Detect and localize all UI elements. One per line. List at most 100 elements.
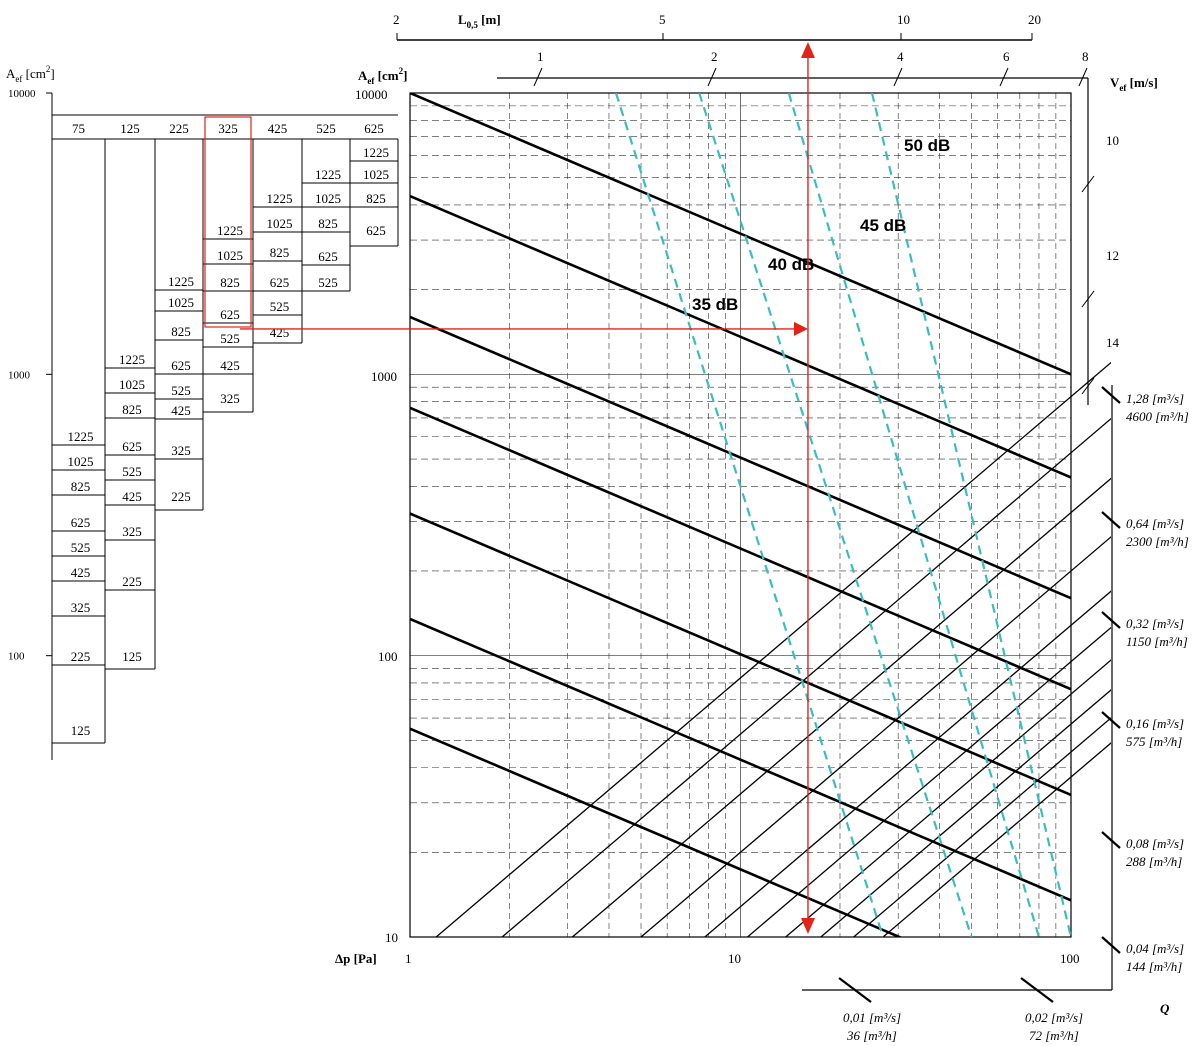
velocity-line — [785, 659, 1111, 937]
table-cell: 1225 — [119, 352, 145, 367]
sizing-table: 10000 1000 100 Aef [cm2] 75 125 225 325 425 525 62… — [6, 64, 399, 760]
velocity-tick — [1078, 67, 1088, 87]
table-cell: 1025 — [267, 216, 293, 231]
flow-line — [410, 512, 1072, 797]
table-cell: 1225 — [68, 429, 94, 444]
flow-axis-title: Q — [1160, 1001, 1170, 1016]
flow-tick — [1101, 711, 1121, 729]
chart-grid — [409, 92, 1072, 938]
flow-label-m3s: 0,01 [m³/s] — [843, 1010, 901, 1025]
noise-level-line — [698, 93, 973, 937]
table-cell: 1025 — [315, 191, 341, 206]
flow-tick — [1101, 611, 1121, 629]
flow-label-m3s: 0,16 [m³/s] — [1126, 716, 1184, 731]
noise-label: 50 dB — [904, 136, 950, 155]
table-cell: 1025 — [217, 248, 243, 263]
velocity-tick-label: 10 — [1106, 133, 1119, 148]
top-tick-label: 10 — [897, 12, 910, 27]
velocity-line — [747, 626, 1111, 937]
table-cell: 1025 — [68, 454, 94, 469]
flow-label-m3h: 36 [m³/h] — [846, 1028, 897, 1043]
table-cell: 1025 — [363, 167, 389, 182]
table-cell: 825 — [366, 191, 386, 206]
table-header-cell: 75 — [72, 121, 85, 136]
velocity-tick-label: 4 — [897, 49, 904, 64]
velocity-line — [571, 477, 1111, 937]
table-cell: 425 — [71, 565, 91, 580]
top-tick-label: 20 — [1028, 12, 1041, 27]
velocity-tick — [893, 67, 903, 87]
flow-line — [410, 93, 1072, 376]
velocity-tick-label: 1 — [537, 49, 544, 64]
velocity-tick — [1081, 377, 1095, 395]
table-cell: 525 — [171, 383, 191, 398]
flow-label-m3h: 4600 [m³/h] — [1126, 409, 1189, 424]
table-axis-label: 10000 — [8, 88, 36, 100]
flow-label-m3h: 72 [m³/h] — [1029, 1028, 1079, 1043]
table-cell: 1225 — [217, 223, 243, 238]
velocity-line — [853, 717, 1111, 937]
flow-label-m3s: 0,64 [m³/s] — [1126, 516, 1184, 531]
flow-tick — [838, 977, 872, 1003]
velocity-line — [704, 590, 1111, 937]
flow-line — [410, 406, 1072, 691]
velocity-line — [435, 361, 1111, 937]
table-cell: 325 — [122, 524, 142, 539]
flow-label-m3s: 0,08 [m³/s] — [1126, 836, 1184, 851]
table-cell: 325 — [71, 600, 91, 615]
velocity-axis-title: Vef [m/s] — [1110, 75, 1158, 93]
velocity-line — [820, 689, 1111, 937]
table-cell: 825 — [71, 479, 91, 494]
noise-level-line — [787, 93, 1041, 937]
table-cell: 125 — [122, 649, 142, 664]
table-cell: 225 — [122, 574, 142, 589]
table-cell: 625 — [270, 275, 290, 290]
velocity-tick-label: 8 — [1082, 49, 1089, 64]
y-axis-title: Aef [cm2] — [358, 66, 407, 86]
velocity-tick — [1081, 175, 1095, 193]
highlight-column-box — [204, 116, 252, 328]
table-cell: 225 — [171, 489, 191, 504]
table-cell: 825 — [318, 216, 338, 231]
flow-tick — [1020, 977, 1054, 1003]
velocity-tick-label: 2 — [711, 49, 718, 64]
noise-level-line — [870, 93, 1073, 937]
flow-line — [410, 617, 1072, 902]
velocity-tick-label: 14 — [1106, 335, 1120, 350]
flow-label-m3h: 288 [m³/h] — [1126, 854, 1182, 869]
velocity-tick-label: 6 — [1003, 49, 1010, 64]
flow-label-m3h: 144 [m³/h] — [1126, 959, 1182, 974]
flow-tick — [1101, 936, 1121, 954]
table-header-cell: 125 — [120, 121, 140, 136]
velocity-line — [501, 417, 1111, 937]
flow-label-m3s: 0,02 [m³/s] — [1025, 1010, 1083, 1025]
table-cell: 825 — [270, 245, 290, 260]
velocity-tick — [707, 67, 717, 87]
velocity-line — [640, 536, 1111, 937]
arrow-head — [800, 918, 815, 934]
table-cell: 525 — [220, 331, 240, 346]
table-cell: 625 — [318, 249, 338, 264]
chart-lines — [410, 93, 1111, 937]
table-axis-label: 100 — [8, 651, 25, 663]
x-tick-label: 1 — [405, 951, 412, 966]
top-tick-label: 5 — [659, 12, 666, 27]
velocity-line — [882, 742, 1111, 937]
table-header-cell: 325 — [218, 121, 238, 136]
table-cell: 125 — [71, 723, 91, 738]
flow-line — [410, 194, 1072, 479]
flow-line — [410, 315, 1072, 600]
table-header-cell: 625 — [364, 121, 384, 136]
velocity-tick — [533, 67, 543, 87]
velocity-tick — [999, 67, 1009, 87]
table-cell: 525 — [270, 299, 290, 314]
table-cell: 625 — [366, 223, 386, 238]
velocity-tick — [1081, 290, 1095, 308]
arrow-head — [793, 321, 808, 336]
flow-label-m3s: 1,28 [m³/s] — [1126, 391, 1184, 406]
table-cell: 1225 — [315, 167, 341, 182]
noise-label: 45 dB — [860, 216, 906, 235]
top-tick-label: 2 — [393, 12, 400, 27]
